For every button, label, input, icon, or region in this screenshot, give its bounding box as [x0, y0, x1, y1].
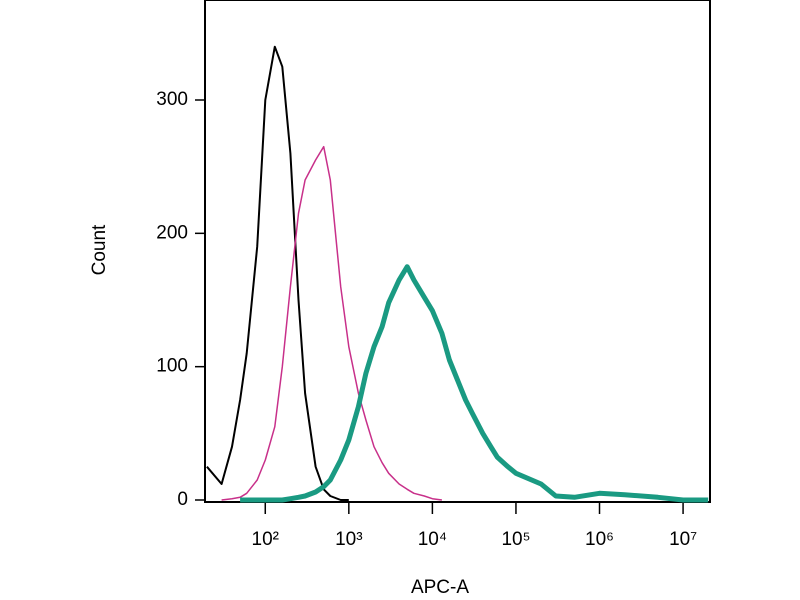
y-axis-title: Count	[89, 224, 110, 275]
histogram-line	[240, 264, 709, 503]
x-tick-label: 10⁵	[501, 529, 530, 550]
plot-frame	[204, 0, 711, 503]
x-tick-label: 10⁴	[418, 529, 447, 550]
x-axis-title: APC-A	[411, 577, 469, 598]
x-tick-label: 10²	[252, 529, 279, 550]
x-tick-label: 10⁶	[585, 529, 614, 550]
x-tick-label: 10³	[335, 529, 362, 550]
y-tick-label: 0	[177, 489, 188, 510]
histogram-line	[221, 145, 443, 501]
histogram-line	[206, 45, 349, 501]
y-tick-label: 300	[156, 89, 188, 110]
y-tick-label: 100	[156, 356, 188, 377]
x-tick-label: 10⁷	[669, 529, 697, 550]
y-tick-label: 200	[156, 222, 188, 243]
